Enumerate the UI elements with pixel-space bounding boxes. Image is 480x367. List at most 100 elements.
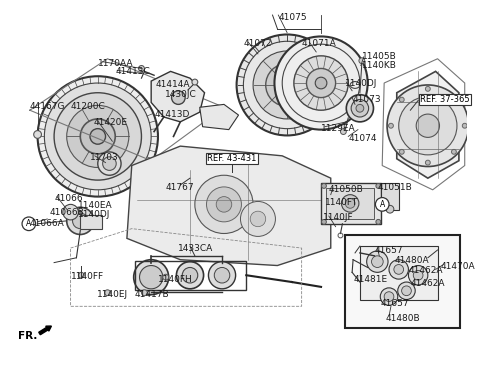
Text: 41657: 41657	[380, 298, 409, 308]
Circle shape	[177, 262, 204, 289]
Polygon shape	[127, 146, 331, 266]
Circle shape	[294, 56, 348, 110]
Circle shape	[216, 197, 232, 212]
Text: 1140JF: 1140JF	[323, 213, 354, 222]
Circle shape	[356, 104, 364, 112]
Circle shape	[375, 197, 389, 211]
Circle shape	[282, 80, 292, 90]
Circle shape	[399, 97, 404, 102]
Circle shape	[34, 131, 41, 138]
Text: 41767: 41767	[166, 183, 194, 192]
Circle shape	[54, 93, 142, 180]
Circle shape	[275, 36, 368, 130]
Circle shape	[214, 268, 230, 283]
Circle shape	[163, 274, 168, 280]
Circle shape	[276, 73, 299, 97]
Bar	[360, 246, 438, 299]
Text: 41470A: 41470A	[441, 262, 475, 270]
Circle shape	[80, 119, 115, 154]
Circle shape	[452, 149, 456, 154]
Circle shape	[103, 157, 116, 170]
Circle shape	[372, 256, 383, 268]
Circle shape	[399, 97, 457, 155]
Text: 1129EA: 1129EA	[321, 124, 356, 133]
Text: 41462A: 41462A	[410, 279, 445, 288]
Circle shape	[78, 272, 84, 278]
Text: 1433CA: 1433CA	[179, 244, 214, 253]
Circle shape	[90, 129, 106, 144]
Text: 1170AA: 1170AA	[98, 59, 133, 68]
Circle shape	[315, 77, 327, 89]
Circle shape	[134, 260, 168, 295]
Text: REF. 43-431: REF. 43-431	[207, 154, 256, 163]
Text: 41413C: 41413C	[115, 68, 150, 76]
Text: A: A	[380, 200, 385, 209]
Text: 41417B: 41417B	[135, 290, 169, 299]
Bar	[326, 188, 374, 219]
Circle shape	[425, 86, 430, 91]
Circle shape	[266, 63, 309, 106]
Text: 41073: 41073	[352, 95, 381, 103]
Text: 41050B: 41050B	[329, 185, 363, 194]
Circle shape	[376, 184, 381, 188]
Circle shape	[171, 91, 185, 104]
Text: 1140EJ: 1140EJ	[97, 290, 128, 299]
Text: 1140DJ: 1140DJ	[345, 79, 378, 88]
Text: REF. 37-365: REF. 37-365	[420, 95, 470, 104]
Circle shape	[384, 292, 394, 301]
Text: 41051B: 41051B	[377, 183, 412, 192]
Text: 1140FF: 1140FF	[71, 272, 104, 281]
Circle shape	[105, 290, 110, 296]
Text: 41071A: 41071A	[301, 39, 336, 48]
Bar	[80, 215, 102, 229]
Circle shape	[67, 105, 129, 167]
Circle shape	[359, 58, 365, 63]
Text: 11703: 11703	[90, 153, 119, 162]
Text: 1140FH: 1140FH	[158, 275, 192, 284]
Text: 41481E: 41481E	[353, 275, 387, 284]
Circle shape	[408, 266, 428, 285]
Text: 1140KB: 1140KB	[362, 61, 396, 70]
Text: 41200C: 41200C	[71, 102, 105, 112]
Circle shape	[402, 286, 411, 296]
Text: FR.: FR.	[18, 331, 37, 341]
Text: 41074: 41074	[348, 134, 377, 142]
Polygon shape	[200, 104, 239, 130]
Circle shape	[345, 199, 355, 208]
Text: 1140FT: 1140FT	[325, 197, 358, 207]
Text: 1140EA: 1140EA	[78, 201, 113, 210]
Circle shape	[380, 288, 398, 305]
Circle shape	[250, 211, 266, 227]
Bar	[321, 183, 381, 224]
Text: 41066A: 41066A	[30, 219, 65, 228]
Text: 41072: 41072	[243, 39, 272, 48]
Circle shape	[140, 266, 163, 289]
Circle shape	[351, 99, 369, 117]
Circle shape	[462, 123, 467, 128]
Circle shape	[387, 85, 468, 167]
Circle shape	[322, 184, 326, 188]
Bar	[135, 261, 246, 290]
Circle shape	[208, 262, 236, 289]
Text: 41657: 41657	[374, 246, 403, 255]
Circle shape	[425, 160, 430, 165]
Circle shape	[195, 175, 253, 233]
Polygon shape	[397, 71, 459, 178]
Text: 41066: 41066	[54, 194, 83, 203]
FancyArrow shape	[39, 326, 51, 335]
Circle shape	[240, 201, 276, 236]
Circle shape	[63, 204, 78, 220]
Circle shape	[22, 217, 36, 230]
Text: 41075: 41075	[278, 13, 307, 22]
Circle shape	[142, 290, 147, 296]
Circle shape	[67, 207, 94, 235]
Circle shape	[182, 268, 198, 283]
Text: 11405B: 11405B	[362, 52, 396, 61]
Circle shape	[237, 34, 337, 135]
Circle shape	[341, 195, 359, 212]
Circle shape	[192, 79, 198, 85]
Circle shape	[322, 219, 326, 224]
Circle shape	[139, 66, 144, 71]
Text: 44167G: 44167G	[30, 102, 65, 112]
Circle shape	[399, 149, 404, 154]
